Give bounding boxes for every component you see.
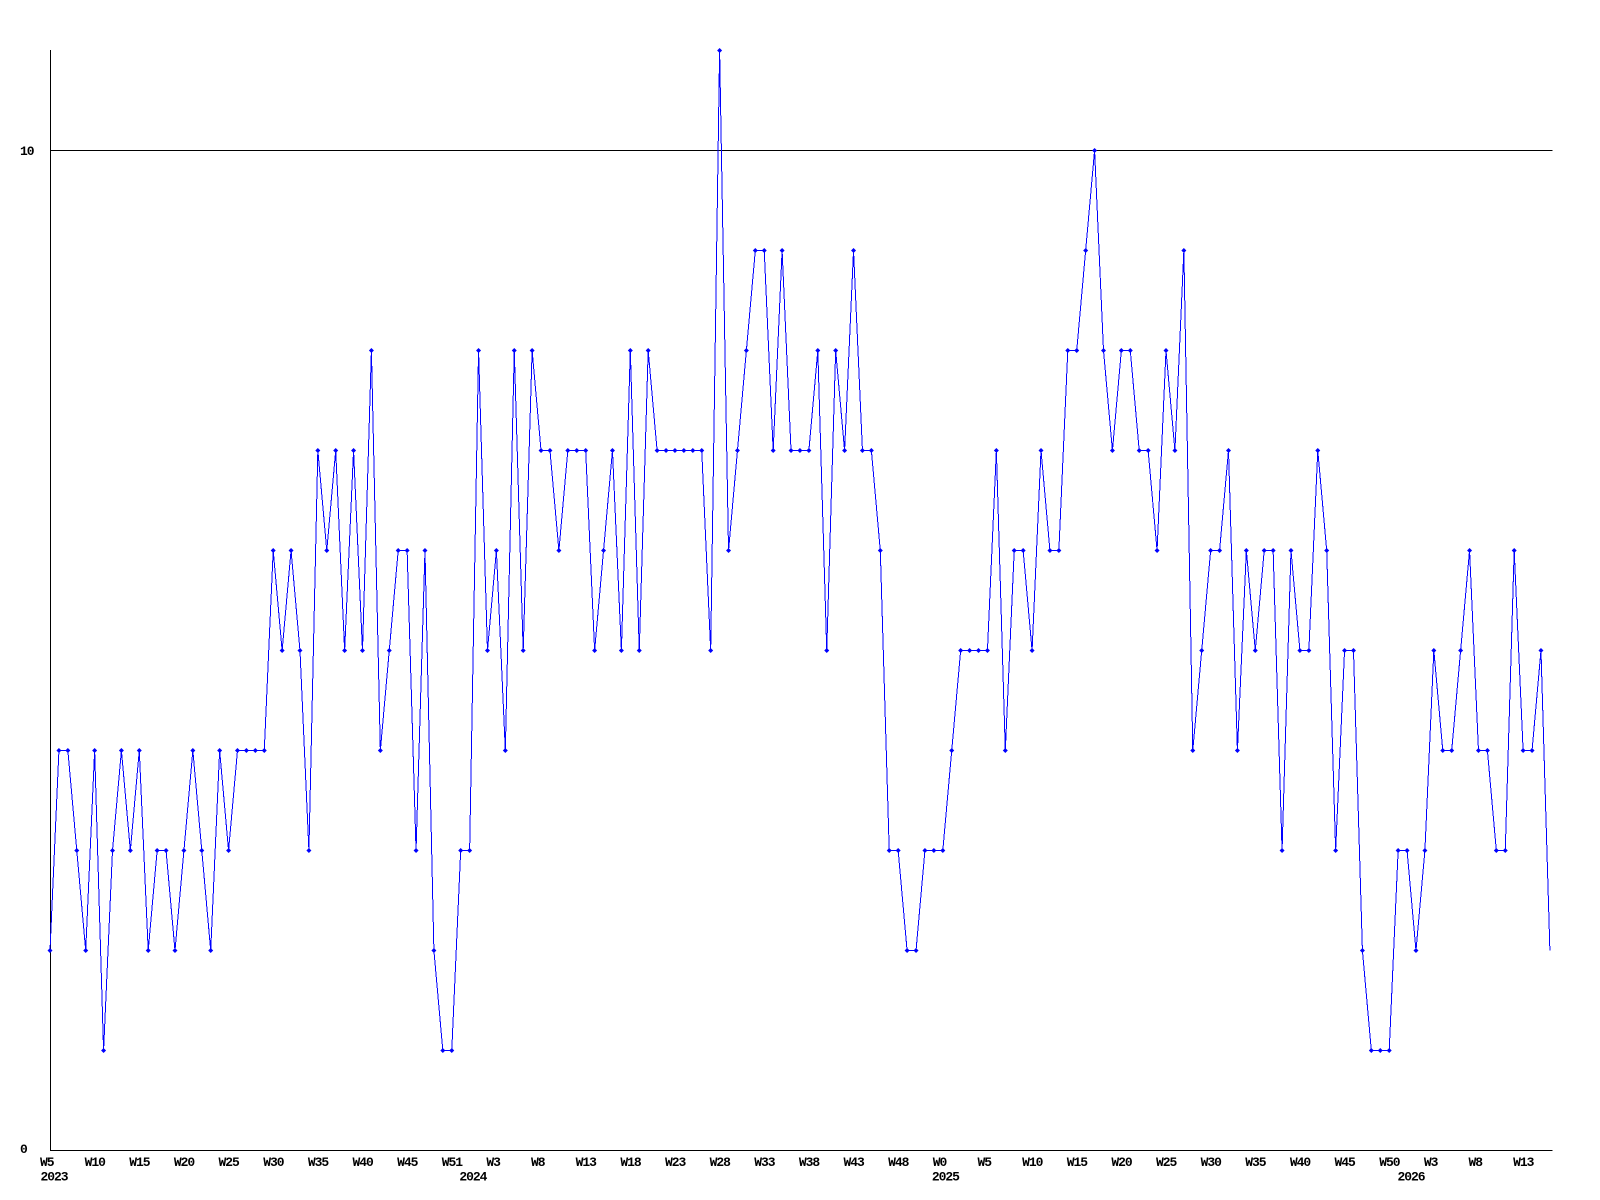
svg-text:W33: W33: [754, 1155, 776, 1170]
svg-text:W30: W30: [1201, 1155, 1223, 1170]
svg-text:W35: W35: [1245, 1155, 1267, 1170]
svg-text:W13: W13: [1513, 1155, 1535, 1170]
svg-text:2025: 2025: [932, 1170, 960, 1185]
svg-text:W50: W50: [1379, 1155, 1401, 1170]
svg-text:W35: W35: [308, 1155, 330, 1170]
svg-text:W48: W48: [888, 1155, 910, 1170]
svg-text:2024: 2024: [459, 1170, 487, 1185]
svg-text:W8: W8: [531, 1155, 546, 1170]
svg-text:W0: W0: [933, 1155, 948, 1170]
svg-text:W10: W10: [85, 1155, 107, 1170]
svg-text:2023: 2023: [41, 1170, 69, 1185]
svg-text:W5: W5: [40, 1155, 55, 1170]
svg-text:W30: W30: [263, 1155, 285, 1170]
svg-text:W23: W23: [665, 1155, 687, 1170]
svg-text:W15: W15: [1067, 1155, 1089, 1170]
svg-text:W20: W20: [1111, 1155, 1133, 1170]
svg-text:0: 0: [20, 1142, 28, 1157]
svg-text:W51: W51: [442, 1155, 464, 1170]
svg-text:W13: W13: [576, 1155, 598, 1170]
svg-text:2026: 2026: [1398, 1170, 1426, 1185]
svg-text:W45: W45: [397, 1155, 419, 1170]
svg-text:W10: W10: [1022, 1155, 1044, 1170]
svg-text:W45: W45: [1335, 1155, 1357, 1170]
svg-text:W25: W25: [1156, 1155, 1178, 1170]
svg-text:W38: W38: [799, 1155, 821, 1170]
svg-text:W3: W3: [486, 1155, 501, 1170]
svg-text:W28: W28: [710, 1155, 732, 1170]
svg-text:W3: W3: [1424, 1155, 1439, 1170]
svg-text:W40: W40: [1290, 1155, 1312, 1170]
svg-text:W5: W5: [977, 1155, 992, 1170]
svg-text:W43: W43: [844, 1155, 866, 1170]
svg-text:10: 10: [20, 144, 35, 159]
svg-text:W40: W40: [352, 1155, 374, 1170]
svg-text:W8: W8: [1468, 1155, 1483, 1170]
svg-text:W20: W20: [174, 1155, 196, 1170]
svg-text:W18: W18: [620, 1155, 642, 1170]
svg-text:W15: W15: [129, 1155, 151, 1170]
svg-text:W25: W25: [219, 1155, 241, 1170]
